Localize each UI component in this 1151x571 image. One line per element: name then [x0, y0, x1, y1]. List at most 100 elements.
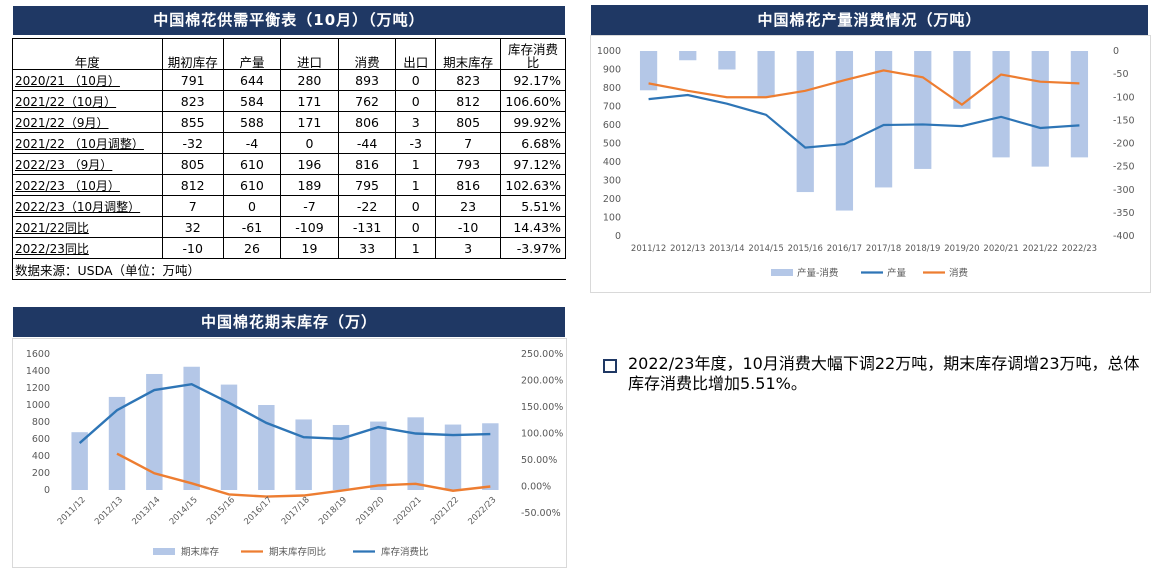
table-cell: 806: [337, 111, 397, 133]
table-cell: 0: [222, 195, 282, 217]
table-cell: -3.97%: [500, 237, 566, 259]
x-tick-label: 2021/22: [429, 495, 461, 527]
table-cell: 816: [337, 153, 397, 175]
table-cell: 805: [161, 153, 224, 175]
legend-swatch-bar: [771, 269, 793, 276]
x-tick-label: 2017/18: [866, 244, 901, 254]
bar-production-minus-consumption: [1031, 51, 1049, 167]
x-tick-label: 2021/22: [1023, 244, 1058, 254]
table-cell: 1: [395, 174, 437, 196]
table-cell: 280: [280, 69, 339, 91]
table-cell: 0: [395, 69, 437, 91]
table-cell: -22: [337, 195, 397, 217]
y-tick-label-left: 400: [32, 451, 50, 462]
x-tick-label: 2019/20: [354, 495, 386, 527]
col-header: 出口: [395, 38, 437, 70]
y-tick-label-left: 700: [603, 102, 621, 113]
y-tick-label-left: 300: [603, 176, 621, 187]
table-cell: -32: [161, 132, 224, 154]
production-chart-svg: 0 100 200 300 400 500 600 700 800 900 1000 0 -50 -100…: [597, 46, 1135, 279]
table-cell: 32: [161, 216, 224, 238]
table-cell: -61: [222, 216, 282, 238]
table-cell: -131: [337, 216, 397, 238]
table-cell: 97.12%: [500, 153, 566, 175]
y-tick-label-right: 100.00%: [521, 429, 563, 440]
legend-label: 期末库存: [181, 546, 220, 558]
ending-stock-chart: 0 200 400 600 800 1000 1200 1400 1600 -50.00% 0.00…: [12, 338, 567, 568]
y-tick-label-left: 800: [603, 83, 621, 94]
table-cell: 812: [435, 90, 502, 112]
legend-label: 消费: [949, 267, 968, 279]
table-cell: 588: [222, 111, 282, 133]
row-label: 2021/22（9月）: [12, 111, 163, 133]
col-header: 消费: [337, 38, 397, 70]
row-label: 2021/22同比: [12, 216, 163, 238]
x-tick-label: 2018/19: [317, 495, 349, 527]
y-tick-label-left: 0: [615, 231, 621, 242]
table-cell: 92.17%: [500, 69, 566, 91]
table-cell: 823: [161, 90, 224, 112]
series-line-consumption: [648, 69, 1080, 107]
y-tick-label-left: 100: [603, 213, 621, 224]
table-row: 2022/23同比 -10 26 19 33 1 3 -3.97%: [12, 237, 566, 259]
legend-label: 产量-消费: [797, 267, 838, 279]
table-cell: 102.63%: [500, 174, 566, 196]
bar-production-minus-consumption: [679, 51, 697, 61]
x-tick-label: 2012/13: [670, 244, 705, 254]
bar-ending-stock: [295, 419, 312, 490]
bar-ending-stock: [407, 417, 424, 490]
bar-ending-stock: [332, 424, 350, 490]
bar-production-minus-consumption: [796, 51, 814, 193]
production-chart-title: 中国棉花产量消费情况（万吨）: [591, 5, 1148, 35]
table-cell: 823: [435, 69, 502, 91]
y-tick-label-left: 900: [603, 65, 621, 76]
source-row: 数据来源：USDA（单位：万吨）: [12, 258, 566, 280]
table-cell: 644: [222, 69, 282, 91]
y-tick-label-right: 250.00%: [521, 349, 563, 360]
table-cell: 855: [161, 111, 224, 133]
table-cell: 791: [161, 69, 224, 91]
table-cell: 19: [280, 237, 339, 259]
x-tick-label: 2014/15: [748, 244, 783, 254]
row-label: 2022/23 （9月）: [12, 153, 163, 175]
y-tick-label-left: 1200: [26, 383, 50, 394]
y-tick-label-right: -350: [1113, 208, 1135, 219]
table-cell: -109: [280, 216, 339, 238]
bar-ending-stock: [146, 373, 163, 490]
row-label: 2022/23同比: [12, 237, 163, 259]
production-consumption-chart: 0 100 200 300 400 500 600 700 800 900 1000 0 -50 -100…: [590, 35, 1151, 293]
table-row: 2021/22同比 32 -61 -109 -131 0 -10 14.43%: [12, 216, 566, 238]
y-tick-label-right: -150: [1113, 115, 1135, 126]
y-tick-label-left: 0: [44, 485, 50, 496]
table-cell: 816: [435, 174, 502, 196]
table-cell: 171: [280, 90, 339, 112]
legend-swatch-bar: [153, 548, 175, 555]
table-cell: 793: [435, 153, 502, 175]
balance-table: 年度 期初库存 产量 进口 消费 出口 期末库存 库存消费比 2020/21 （…: [12, 38, 566, 280]
table-cell: 584: [222, 90, 282, 112]
x-tick-label: 2013/14: [130, 495, 162, 527]
table-cell: -7: [280, 195, 339, 217]
y-tick-label-left: 1000: [597, 46, 621, 57]
x-tick-label: 2014/15: [168, 495, 200, 527]
table-cell: 3: [435, 237, 502, 259]
y-tick-label-right: -50.00%: [521, 508, 561, 519]
row-label: 2021/22（10月）: [12, 90, 163, 112]
table-cell: -4: [222, 132, 282, 154]
col-header: 年度: [12, 38, 163, 70]
y-tick-label-left: 400: [603, 157, 621, 168]
x-tick-label: 2020/21: [983, 244, 1018, 254]
table-cell: 171: [280, 111, 339, 133]
bar-ending-stock: [482, 423, 499, 490]
x-tick-label: 2011/12: [631, 244, 666, 254]
table-row: 2022/23 （9月） 805 610 196 816 1 793 97.12%: [12, 153, 566, 175]
table-cell: 1: [395, 153, 437, 175]
table-cell: -44: [337, 132, 397, 154]
table-row: 2022/23 （10月） 812 610 189 795 1 816 102.63%: [12, 174, 566, 196]
table-cell: 189: [280, 174, 339, 196]
table-row: 2021/22（10月） 823 584 171 762 0 812 106.60%: [12, 90, 566, 112]
legend-label: 库存消费比: [381, 546, 429, 558]
y-tick-label-right: 150.00%: [521, 402, 563, 413]
table-row: 2021/22（9月） 855 588 171 806 3 805 99.92%: [12, 111, 566, 133]
x-tick-label: 2018/19: [905, 244, 940, 254]
